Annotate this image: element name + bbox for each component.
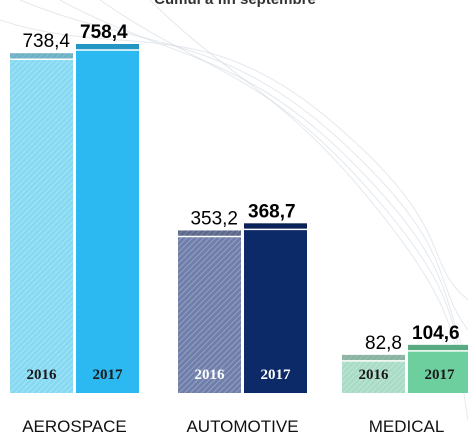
value-label: 104,6 <box>412 323 460 344</box>
value-label: 738,4 <box>22 31 70 52</box>
bar-cap <box>76 44 139 50</box>
x-tick-label: AEROSPACE <box>22 417 127 436</box>
bar-year-label: 2017 <box>93 367 124 383</box>
bar-cap <box>408 344 468 351</box>
chart-title: Cumul à fin septembre <box>154 0 316 8</box>
background-waves <box>0 0 468 421</box>
bar-year-label: 2016 <box>195 367 226 383</box>
bar-cap <box>178 230 241 237</box>
value-label: 82,8 <box>365 333 402 354</box>
bar-cap <box>10 53 73 60</box>
bar-year-label: 2016 <box>27 367 58 383</box>
bar <box>76 44 139 393</box>
bar <box>408 344 468 393</box>
x-tick-label: MEDICAL <box>369 417 445 436</box>
bar <box>244 223 307 393</box>
bar-texture <box>10 53 73 394</box>
bar-cap <box>342 354 405 361</box>
value-label: 758,4 <box>80 22 128 43</box>
bar-year-label: 2017 <box>261 367 292 383</box>
x-tick-label: AUTOMOTIVE <box>186 417 298 436</box>
bar-year-label: 2016 <box>359 367 390 383</box>
bar-year-label: 2017 <box>425 367 456 383</box>
value-label: 368,7 <box>248 201 296 222</box>
value-label: 353,2 <box>190 208 238 229</box>
bar-cap <box>244 223 307 230</box>
bar-texture <box>178 230 241 393</box>
